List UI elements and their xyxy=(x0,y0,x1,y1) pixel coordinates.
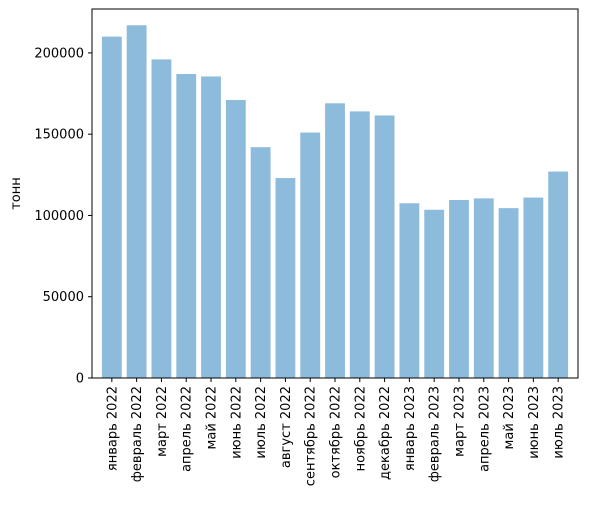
x-tick-label-16: май 2023 xyxy=(502,386,517,449)
y-axis-ticks: 0 50000 100000 150000 200000 xyxy=(34,46,92,387)
y-axis-label: тонн xyxy=(9,177,24,210)
plot-frame xyxy=(91,8,579,379)
x-axis-ticks: январь 2022 февраль 2022 март 2022 апрель 2… xyxy=(105,378,567,486)
bar-15 xyxy=(473,198,494,378)
x-tick-label-6: июль 2022 xyxy=(254,386,269,459)
x-tick-label-18: июль 2023 xyxy=(552,386,567,459)
x-tick-label-3: апрель 2022 xyxy=(180,386,195,472)
x-tick-label-10: ноябрь 2022 xyxy=(353,386,368,471)
bar-1 xyxy=(126,25,147,379)
x-tick-label-11: декабрь 2022 xyxy=(378,386,393,480)
bars-group xyxy=(101,25,569,379)
bar-11 xyxy=(374,115,395,378)
y-tick-label-2: 100000 xyxy=(34,209,84,224)
x-tick-label-9: октябрь 2022 xyxy=(329,386,344,478)
x-tick-label-13: февраль 2023 xyxy=(428,386,443,482)
bar-3 xyxy=(176,74,197,378)
x-tick-label-17: июнь 2023 xyxy=(527,386,542,459)
bar-16 xyxy=(498,208,519,378)
y-tick-label-1: 50000 xyxy=(43,290,84,305)
bar-17 xyxy=(523,197,544,378)
bar-18 xyxy=(548,171,569,378)
y-tick-label-4: 200000 xyxy=(34,46,84,61)
y-tick-label-0: 0 xyxy=(76,372,84,387)
x-tick-label-14: март 2023 xyxy=(452,386,467,457)
y-tick-label-3: 150000 xyxy=(34,128,84,143)
bar-14 xyxy=(449,200,469,378)
x-tick-label-1: февраль 2022 xyxy=(130,386,145,482)
x-tick-label-8: сентябрь 2022 xyxy=(304,386,319,486)
bar-4 xyxy=(201,76,221,378)
bar-12 xyxy=(399,203,420,378)
x-tick-label-15: апрель 2023 xyxy=(477,386,492,472)
x-tick-label-2: март 2022 xyxy=(155,386,170,457)
bar-9 xyxy=(325,103,345,379)
x-tick-label-7: август 2022 xyxy=(279,386,294,468)
bar-13 xyxy=(424,209,445,378)
bar-0 xyxy=(101,36,122,378)
x-tick-label-4: май 2022 xyxy=(205,386,220,449)
bar-7 xyxy=(275,178,296,378)
bar-8 xyxy=(300,132,321,378)
x-tick-label-12: январь 2023 xyxy=(403,386,418,471)
bar-6 xyxy=(250,147,271,378)
bar-10 xyxy=(349,111,370,378)
x-tick-label-0: январь 2022 xyxy=(105,386,120,471)
bar-5 xyxy=(225,100,246,379)
x-tick-label-5: июнь 2022 xyxy=(229,386,244,459)
bar-2 xyxy=(151,59,172,379)
